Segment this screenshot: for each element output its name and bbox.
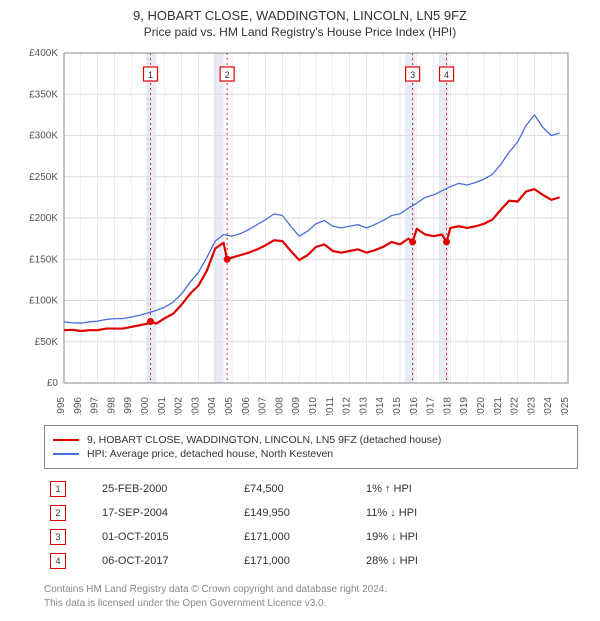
footer-line1: Contains HM Land Registry data © Crown c… xyxy=(44,583,578,597)
svg-text:2022: 2022 xyxy=(510,397,521,415)
svg-text:2001: 2001 xyxy=(157,397,168,415)
svg-text:2014: 2014 xyxy=(375,397,386,415)
sales-table: 1 25-FEB-2000£74,5001% ↑ HPI 2 17-SEP-2004£… xyxy=(44,477,578,573)
legend-label-price: 9, HOBART CLOSE, WADDINGTON, LINCOLN, LN… xyxy=(87,434,441,446)
svg-text:£350K: £350K xyxy=(29,89,58,100)
sale-marker-box: 3 xyxy=(50,529,66,545)
table-row: 3 01-OCT-2015£171,00019% ↓ HPI xyxy=(44,525,578,549)
table-cell: 25-FEB-2000 xyxy=(96,477,238,501)
svg-text:3: 3 xyxy=(410,70,415,80)
svg-text:2011: 2011 xyxy=(325,397,336,415)
page-title: 9, HOBART CLOSE, WADDINGTON, LINCOLN, LN… xyxy=(0,0,600,25)
table-cell: £149,950 xyxy=(238,501,360,525)
svg-text:2000: 2000 xyxy=(140,397,151,415)
footer-line2: This data is licensed under the Open Gov… xyxy=(44,597,578,611)
svg-text:2023: 2023 xyxy=(526,397,537,415)
svg-text:£200K: £200K xyxy=(29,213,58,224)
svg-text:2018: 2018 xyxy=(442,397,453,415)
table-cell: 11% ↓ HPI xyxy=(360,501,578,525)
svg-text:2019: 2019 xyxy=(459,397,470,415)
svg-text:2004: 2004 xyxy=(207,397,218,415)
svg-text:1999: 1999 xyxy=(123,397,134,415)
table-cell: 1% ↑ HPI xyxy=(360,477,578,501)
svg-text:1996: 1996 xyxy=(73,397,84,415)
svg-text:£150K: £150K xyxy=(29,254,58,265)
legend-item-hpi: HPI: Average price, detached house, Nort… xyxy=(53,448,569,460)
svg-text:2017: 2017 xyxy=(426,397,437,415)
svg-text:£0: £0 xyxy=(47,378,59,389)
svg-text:£400K: £400K xyxy=(29,48,58,59)
legend: 9, HOBART CLOSE, WADDINGTON, LINCOLN, LN… xyxy=(44,425,578,469)
svg-text:2002: 2002 xyxy=(174,397,185,415)
svg-text:2005: 2005 xyxy=(224,397,235,415)
footer-note: Contains HM Land Registry data © Crown c… xyxy=(44,583,578,611)
svg-text:2013: 2013 xyxy=(358,397,369,415)
svg-text:£250K: £250K xyxy=(29,172,58,183)
legend-label-hpi: HPI: Average price, detached house, Nort… xyxy=(87,448,333,460)
svg-text:2008: 2008 xyxy=(274,397,285,415)
svg-text:2009: 2009 xyxy=(291,397,302,415)
table-cell: 06-OCT-2017 xyxy=(96,549,238,573)
table-row: 4 06-OCT-2017£171,00028% ↓ HPI xyxy=(44,549,578,573)
svg-text:£100K: £100K xyxy=(29,296,58,307)
legend-item-price: 9, HOBART CLOSE, WADDINGTON, LINCOLN, LN… xyxy=(53,434,569,446)
svg-text:2020: 2020 xyxy=(476,397,487,415)
svg-text:£50K: £50K xyxy=(35,337,59,348)
svg-text:2015: 2015 xyxy=(392,397,403,415)
table-cell: £171,000 xyxy=(238,549,360,573)
table-row: 1 25-FEB-2000£74,5001% ↑ HPI xyxy=(44,477,578,501)
svg-text:1998: 1998 xyxy=(106,397,117,415)
svg-text:1995: 1995 xyxy=(56,397,67,415)
svg-text:1997: 1997 xyxy=(90,397,101,415)
svg-text:2007: 2007 xyxy=(258,397,269,415)
svg-text:2025: 2025 xyxy=(560,397,571,415)
chart-area: £0 £50K £100K £150K £200K £250K £300K £350K £400… xyxy=(20,45,580,415)
table-cell: 19% ↓ HPI xyxy=(360,525,578,549)
svg-text:2: 2 xyxy=(225,70,230,80)
svg-text:£300K: £300K xyxy=(29,131,58,142)
svg-text:2006: 2006 xyxy=(241,397,252,415)
table-row: 2 17-SEP-2004£149,95011% ↓ HPI xyxy=(44,501,578,525)
sale-marker-box: 2 xyxy=(50,505,66,521)
svg-text:1: 1 xyxy=(148,70,153,80)
svg-text:2003: 2003 xyxy=(190,397,201,415)
svg-text:2010: 2010 xyxy=(308,397,319,415)
table-cell: 28% ↓ HPI xyxy=(360,549,578,573)
svg-text:2016: 2016 xyxy=(409,397,420,415)
table-cell: 17-SEP-2004 xyxy=(96,501,238,525)
table-cell: 01-OCT-2015 xyxy=(96,525,238,549)
svg-text:2021: 2021 xyxy=(493,397,504,415)
sale-marker-box: 1 xyxy=(50,481,66,497)
table-cell: £171,000 xyxy=(238,525,360,549)
svg-text:2024: 2024 xyxy=(543,397,554,415)
table-cell: £74,500 xyxy=(238,477,360,501)
sale-marker-box: 4 xyxy=(50,553,66,569)
page-subtitle: Price paid vs. HM Land Registry's House … xyxy=(0,25,600,45)
svg-text:2012: 2012 xyxy=(342,397,353,415)
svg-text:4: 4 xyxy=(444,70,449,80)
